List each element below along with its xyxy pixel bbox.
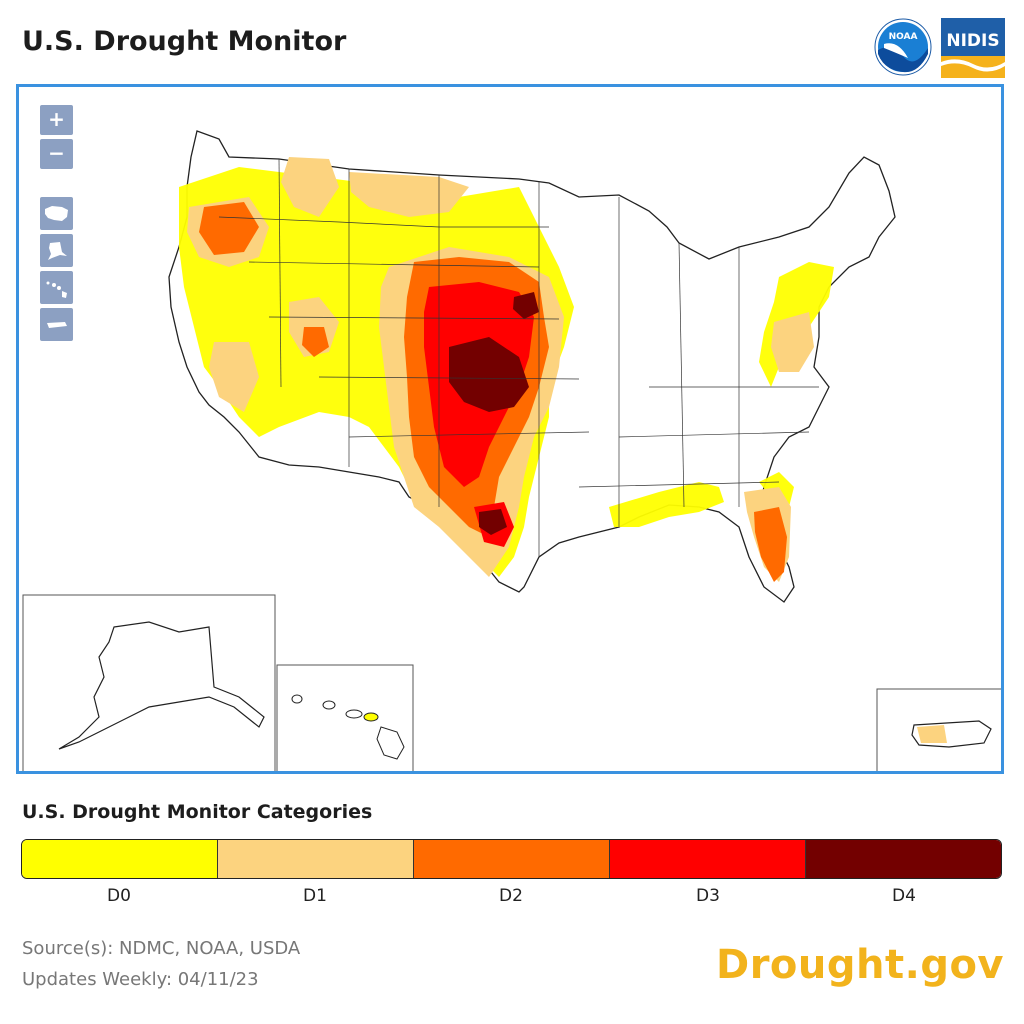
legend-swatch-d3 [610, 840, 806, 878]
legend-label-d0: D0 [107, 886, 131, 906]
state-borders [218, 158, 819, 557]
drought-gov-link[interactable]: Drought.gov [716, 942, 1004, 988]
puerto-rico-icon[interactable] [40, 308, 73, 341]
hawaii-islands [291, 694, 405, 760]
legend-swatch-d1 [218, 840, 414, 878]
zoom-in-button[interactable]: + [40, 105, 73, 135]
alaska-outline [58, 621, 265, 750]
contiguous-us-icon[interactable] [40, 197, 73, 230]
noaa-logo: NOAA [874, 18, 932, 76]
legend-swatch-d2 [414, 840, 610, 878]
legend-swatch-d0 [22, 840, 218, 878]
legend-label-d3: D3 [696, 886, 720, 906]
noaa-logo-text: NOAA [889, 32, 918, 42]
legend-label-d4: D4 [892, 886, 916, 906]
alaska-icon[interactable] [40, 234, 73, 267]
legend-title: U.S. Drought Monitor Categories [22, 801, 373, 823]
puerto-rico-drought [917, 725, 947, 743]
nidis-logo-text: NIDIS [946, 31, 999, 51]
drought-map[interactable]: + − [16, 84, 1004, 774]
nidis-logo: NIDIS [941, 18, 1005, 78]
legend-label-d2: D2 [499, 886, 523, 906]
legend-bar [21, 839, 1002, 879]
zoom-out-button[interactable]: − [40, 139, 73, 169]
hawaii-icon[interactable] [40, 271, 73, 304]
conus-map[interactable] [19, 87, 1004, 774]
source-text: Source(s): NDMC, NOAA, USDA [22, 938, 301, 959]
page-title: U.S. Drought Monitor [22, 26, 347, 57]
legend-label-d1: D1 [303, 886, 327, 906]
legend-swatch-d4 [806, 840, 1001, 878]
drought-d4-areas [449, 292, 539, 535]
update-date: Updates Weekly: 04/11/23 [22, 969, 259, 990]
